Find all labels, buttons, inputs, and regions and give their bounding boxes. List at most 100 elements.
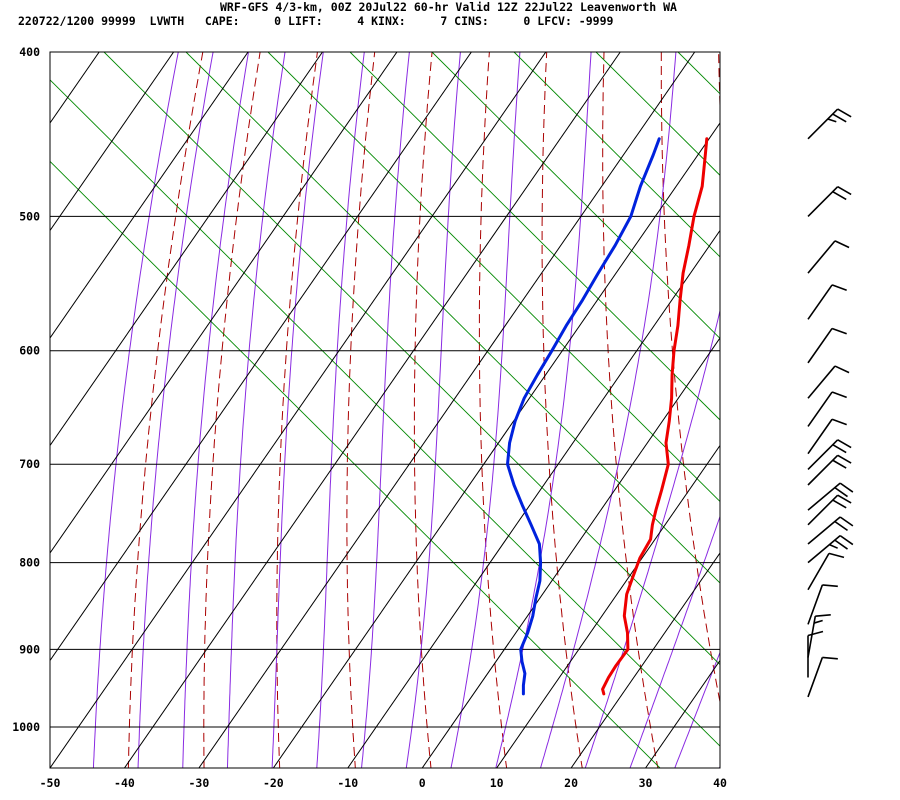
chart-title: WRF-GFS 4/3-km, 00Z 20Jul22 60-hr Valid … bbox=[220, 0, 677, 14]
dry-adiabat bbox=[127, 52, 204, 768]
temperature-axis: -50 -40 -30 -20 -10 0 10 20 30 40 bbox=[40, 776, 727, 790]
mixing-ratio-line bbox=[50, 79, 720, 747]
y-tick-label: 700 bbox=[19, 457, 40, 471]
barb-feather bbox=[831, 391, 847, 399]
dry-adiabat bbox=[718, 52, 720, 120]
mixing-ratio-line bbox=[595, 52, 720, 176]
dry-adiabat bbox=[660, 52, 720, 705]
isotherm-line bbox=[50, 52, 547, 768]
barb-feather bbox=[831, 418, 847, 426]
isotherm-line bbox=[645, 659, 720, 768]
sounding-stats: 220722/1200 99999 LVWTH CAPE: 0 LIFT: 4 … bbox=[18, 14, 614, 28]
mixing-ratio-line bbox=[50, 160, 661, 768]
barb-staff bbox=[807, 240, 836, 274]
x-tick-label: 20 bbox=[564, 776, 578, 790]
dry-adiabat bbox=[831, 14, 900, 770]
dry-adiabat bbox=[413, 52, 433, 768]
y-tick-label: 900 bbox=[19, 642, 40, 656]
moist-adiabat bbox=[137, 52, 214, 768]
wind-barb bbox=[807, 454, 852, 486]
barb-feather bbox=[831, 327, 847, 335]
barb-feather bbox=[837, 454, 852, 464]
isotherm-line bbox=[347, 229, 720, 768]
isotherm-line bbox=[570, 552, 720, 768]
dewpoint-profile bbox=[506, 137, 661, 696]
wind-barb bbox=[807, 494, 852, 526]
wind-barbs bbox=[807, 108, 854, 698]
barb-feather bbox=[822, 656, 838, 660]
moist-adiabat bbox=[584, 308, 720, 768]
barb-feather bbox=[832, 444, 847, 454]
isotherm-line bbox=[198, 52, 696, 768]
mixing-ratio-line bbox=[267, 52, 720, 503]
mixing-ratio-line bbox=[103, 52, 720, 666]
barb-feather bbox=[837, 494, 852, 504]
plot-frame bbox=[49, 51, 721, 769]
isotherm-line bbox=[50, 52, 175, 232]
barb-feather bbox=[834, 520, 848, 532]
barb-feather bbox=[831, 284, 847, 292]
wind-barb bbox=[807, 439, 852, 471]
wind-barb bbox=[807, 327, 847, 364]
isotherm-line bbox=[719, 767, 720, 768]
mixing-ratio-line bbox=[842, 52, 900, 768]
moist-adiabat bbox=[361, 52, 410, 768]
barb-staff bbox=[807, 418, 833, 455]
wind-barb bbox=[807, 656, 838, 698]
barb-feather bbox=[839, 534, 854, 546]
isotherm-line bbox=[0, 52, 25, 768]
mixing-ratio-line bbox=[677, 52, 720, 95]
barb-staff bbox=[807, 391, 833, 427]
dry-adiabat bbox=[541, 52, 583, 768]
y-tick-label: 600 bbox=[19, 344, 40, 358]
moist-adiabat bbox=[316, 52, 365, 768]
moist-adiabat bbox=[405, 52, 461, 768]
wind-barb bbox=[807, 614, 831, 658]
sounding-profiles bbox=[506, 137, 709, 696]
barb-feather bbox=[807, 630, 824, 637]
barb-feather bbox=[837, 439, 852, 449]
x-tick-label: -50 bbox=[40, 776, 61, 790]
isotherm-line bbox=[124, 52, 621, 768]
isotherm-line bbox=[272, 122, 720, 768]
moist-adiabat bbox=[540, 52, 677, 768]
moist-adiabat bbox=[629, 515, 720, 768]
wind-barb bbox=[807, 108, 852, 140]
x-tick-label: 0 bbox=[419, 776, 426, 790]
dry-adiabat bbox=[478, 52, 508, 768]
barb-feather bbox=[832, 499, 847, 509]
moist-adiabat bbox=[92, 52, 179, 768]
mixing-ratio-line bbox=[185, 52, 720, 584]
barb-staff bbox=[807, 328, 833, 364]
pressure-axis: 400 500 600 700 800 900 1000 bbox=[12, 45, 40, 734]
barb-feather bbox=[813, 619, 823, 624]
x-tick-label: -20 bbox=[263, 776, 284, 790]
barb-feather bbox=[839, 482, 854, 493]
wind-barb bbox=[807, 534, 854, 564]
barb-feather bbox=[834, 365, 850, 374]
barb-feather bbox=[832, 459, 847, 469]
mixing-ratio-line bbox=[431, 52, 720, 340]
background-lines bbox=[50, 14, 900, 770]
moist-adiabat bbox=[182, 52, 250, 768]
isotherm-line bbox=[50, 52, 472, 662]
x-tick-label: 10 bbox=[490, 776, 504, 790]
isotherm-line bbox=[794, 52, 900, 768]
isotherm-line bbox=[50, 52, 323, 447]
moist-adiabat bbox=[226, 52, 286, 768]
wind-barb bbox=[807, 482, 854, 511]
barb-staff bbox=[807, 584, 824, 625]
wind-barb bbox=[807, 185, 852, 217]
barb-staff bbox=[807, 552, 830, 591]
dry-adiabat bbox=[346, 52, 376, 768]
y-tick-label: 500 bbox=[19, 209, 40, 223]
y-tick-label: 800 bbox=[19, 556, 40, 570]
barb-staff bbox=[807, 284, 833, 320]
barb-staff bbox=[807, 657, 824, 698]
dry-adiabat bbox=[276, 52, 318, 768]
barb-feather bbox=[832, 113, 847, 123]
isotherm-grid bbox=[0, 52, 900, 768]
moist-adiabat bbox=[495, 52, 592, 768]
moist-adiabat bbox=[450, 52, 521, 768]
